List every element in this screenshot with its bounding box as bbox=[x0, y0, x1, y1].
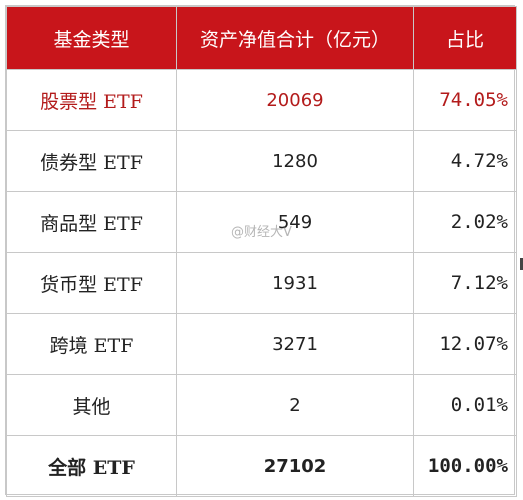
table-row-crossborder: 跨境 ETF 3271 12.07% bbox=[6, 313, 517, 375]
edge-marker bbox=[520, 258, 523, 270]
cell-share: 2.02% bbox=[413, 191, 517, 253]
cell-net-asset: 549 bbox=[176, 191, 414, 253]
table-row-stock: 股票型 ETF 20069 74.05% bbox=[6, 69, 517, 131]
table-row-total: 全部 ETF 27102 100.00% bbox=[6, 435, 517, 497]
cell-fund-type: 股票型 ETF bbox=[6, 69, 177, 131]
cell-share: 74.05% bbox=[413, 69, 517, 131]
header-fund-type: 基金类型 bbox=[6, 6, 177, 70]
cell-share: 0.01% bbox=[413, 374, 517, 436]
etf-asset-table: 基金类型 资产净值合计（亿元） 占比 股票型 ETF 20069 74.05% … bbox=[6, 6, 517, 497]
cell-net-asset: 20069 bbox=[176, 69, 414, 131]
table-row-bond: 债券型 ETF 1280 4.72% bbox=[6, 130, 517, 192]
table-row-other: 其他 2 0.01% bbox=[6, 374, 517, 436]
header-share: 占比 bbox=[413, 6, 517, 70]
cell-share: 100.00% bbox=[413, 435, 517, 497]
table-header-row: 基金类型 资产净值合计（亿元） 占比 bbox=[6, 6, 517, 70]
cell-net-asset: 2 bbox=[176, 374, 414, 436]
cell-fund-type: 其他 bbox=[6, 374, 177, 436]
table-row-commodity: 商品型 ETF 549 2.02% bbox=[6, 191, 517, 253]
cell-share: 4.72% bbox=[413, 130, 517, 192]
cell-net-asset: 1280 bbox=[176, 130, 414, 192]
cell-net-asset: 3271 bbox=[176, 313, 414, 375]
cell-fund-type: 债券型 ETF bbox=[6, 130, 177, 192]
etf-table-container: 基金类型 资产净值合计（亿元） 占比 股票型 ETF 20069 74.05% … bbox=[5, 5, 517, 497]
cell-net-asset: 1931 bbox=[176, 252, 414, 314]
cell-share: 12.07% bbox=[413, 313, 517, 375]
cell-fund-type: 商品型 ETF bbox=[6, 191, 177, 253]
cell-share: 7.12% bbox=[413, 252, 517, 314]
cell-fund-type: 货币型 ETF bbox=[6, 252, 177, 314]
table-row-money: 货币型 ETF 1931 7.12% bbox=[6, 252, 517, 314]
header-net-asset: 资产净值合计（亿元） bbox=[176, 6, 414, 70]
cell-fund-type: 跨境 ETF bbox=[6, 313, 177, 375]
cell-net-asset: 27102 bbox=[176, 435, 414, 497]
cell-fund-type: 全部 ETF bbox=[6, 435, 177, 497]
